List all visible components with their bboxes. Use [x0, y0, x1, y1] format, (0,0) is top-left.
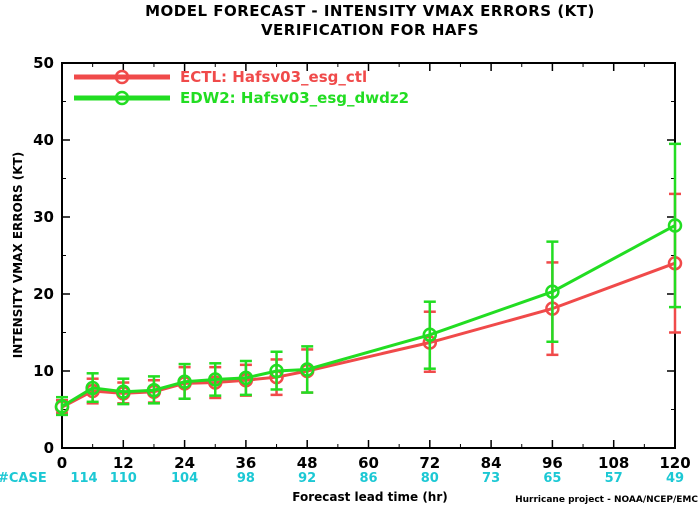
legend-label: EDW2: Hafsv03_esg_dwdz2	[180, 89, 409, 107]
case-count: 92	[298, 471, 316, 486]
case-count-label: #CASE	[0, 471, 47, 486]
data-point	[545, 284, 560, 299]
credit-text: Hurricane project - NOAA/NCEP/EMC	[515, 495, 698, 505]
case-count: 65	[543, 471, 561, 486]
x-tick-label: 84	[481, 454, 502, 472]
data-point	[177, 374, 192, 390]
case-count: 57	[605, 471, 623, 486]
y-tick-label: 20	[33, 285, 54, 303]
data-point	[269, 363, 284, 379]
case-count: 80	[421, 471, 439, 486]
data-point	[54, 399, 70, 414]
case-count: 49	[666, 471, 684, 486]
x-tick-label: 24	[174, 454, 195, 472]
chart-title: MODEL FORECAST - INTENSITY VMAX ERRORS (…	[145, 2, 595, 20]
x-tick-label: 12	[113, 454, 134, 472]
x-tick-label: 72	[419, 454, 440, 472]
x-axis-label: Forecast lead time (hr)	[292, 490, 448, 504]
x-tick-label: 36	[235, 454, 256, 472]
y-tick-label: 50	[33, 54, 54, 72]
y-axis-label: INTENSITY VMAX ERRORS (KT)	[11, 152, 25, 358]
case-count: 73	[482, 471, 500, 486]
case-count: 110	[110, 471, 137, 486]
data-point	[146, 383, 162, 398]
legend-label: ECTL: Hafsv03_esg_ctl	[180, 68, 367, 86]
data-point	[208, 372, 223, 387]
case-count: 114	[70, 471, 97, 486]
case-count: 86	[359, 471, 377, 486]
y-tick-label: 40	[33, 131, 54, 149]
case-count: 98	[237, 471, 255, 486]
data-point	[85, 380, 100, 396]
x-tick-label: 108	[598, 454, 629, 472]
y-tick-label: 0	[44, 439, 54, 457]
x-tick-label: 48	[297, 454, 318, 472]
legend-marker	[114, 90, 130, 106]
data-point	[667, 218, 683, 233]
series-edw2	[54, 142, 683, 417]
x-tick-label: 0	[57, 454, 67, 472]
x-tick-label: 60	[358, 454, 379, 472]
data-point	[422, 327, 438, 343]
plot-area: 0 12 24 36 48 60 72 84 96 108 120 0 10 20 30 40 50 114 110…	[33, 54, 691, 486]
y-tick-label: 10	[33, 362, 54, 380]
data-point	[238, 370, 254, 386]
data-point	[116, 384, 131, 400]
x-tick-label: 96	[542, 454, 563, 472]
data-point	[299, 362, 315, 377]
series-ectl	[54, 192, 683, 415]
legend-marker	[114, 69, 130, 85]
x-tick-label: 120	[659, 454, 690, 472]
y-tick-label: 30	[33, 208, 54, 226]
case-count: 104	[171, 471, 198, 486]
chart-subtitle: VERIFICATION FOR HAFS	[261, 21, 479, 39]
